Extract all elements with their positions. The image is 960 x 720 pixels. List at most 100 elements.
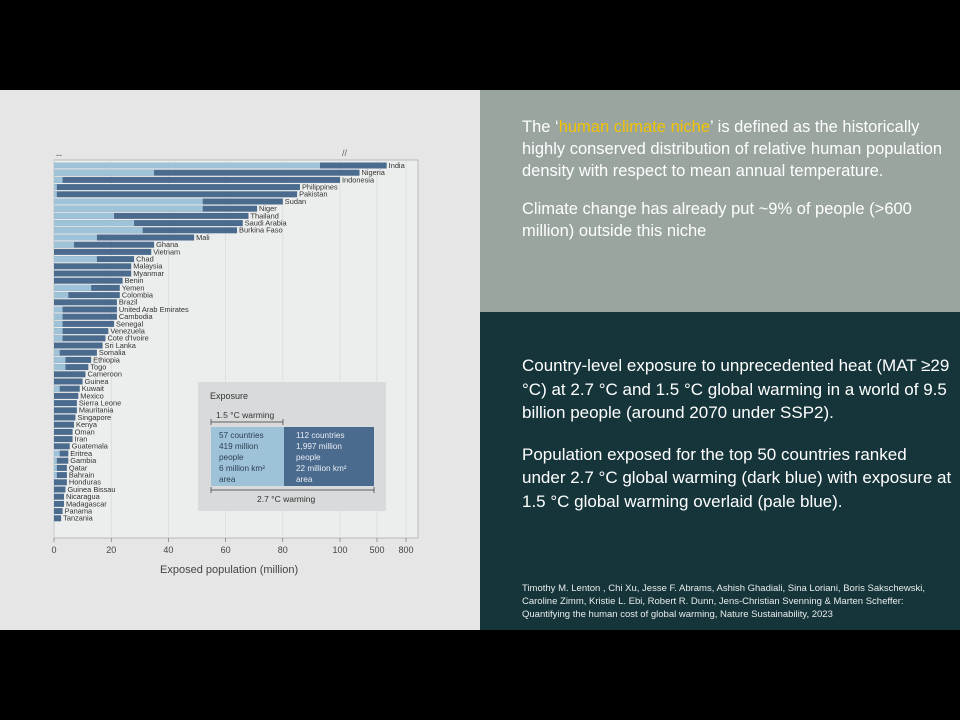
category-label: Honduras [69, 478, 101, 487]
bar-2-7c [54, 472, 67, 479]
category-label: Saudi Arabia [245, 219, 288, 228]
bar-2-7c [54, 493, 65, 500]
bar-2-7c [54, 500, 65, 507]
category-label: Oman [75, 427, 95, 436]
category-label: Guinea Bissau [67, 485, 115, 494]
category-label: Cameroon [87, 370, 122, 379]
bar-2-7c [54, 292, 120, 299]
bar-2-7c [54, 428, 73, 435]
category-label: Burkina Faso [239, 226, 283, 235]
category-label: Myanmar [133, 269, 164, 278]
bar-2-7c [54, 371, 86, 378]
legend-inner-label: 1.5 °C warming [216, 410, 274, 420]
x-tick-label: 40 [163, 545, 173, 555]
category-label: Guinea [85, 377, 110, 386]
niche-statistic-paragraph: Climate change has already put ~9% of pe… [522, 200, 912, 240]
bar-1-5c [54, 234, 97, 241]
category-label: Tanzania [63, 514, 93, 523]
description-paragraph-2: Population exposed for the top 50 countr… [522, 444, 952, 511]
bar-1-5c [54, 205, 203, 212]
bar-2-7c [54, 227, 238, 234]
bar-2-7c [54, 400, 77, 407]
bar-2-7c [54, 220, 243, 227]
citation: Timothy M. Lenton , Chi Xu, Jesse F. Abr… [522, 583, 926, 620]
bar-1-5c [54, 292, 69, 299]
category-label: Gambia [70, 456, 97, 465]
category-label: Sri Lanka [105, 341, 137, 350]
category-label: Nicaragua [66, 492, 101, 501]
bar-2-7c [54, 356, 92, 363]
bar-2-7c [54, 479, 67, 486]
category-label: Pakistan [299, 190, 327, 199]
legend-pale-line: people [219, 453, 244, 462]
legend-pale-box [211, 427, 284, 486]
category-label: Philippines [302, 183, 338, 192]
bar-1-5c [54, 385, 60, 392]
category-label: United Arab Emirates [119, 305, 189, 314]
legend-dark-line: area [296, 475, 313, 484]
bar-1-5c [54, 457, 57, 464]
bar-1-5c [54, 256, 97, 263]
category-label: Chad [136, 255, 154, 264]
niche-definition-text: The ‘human climate niche’ is defined as … [522, 116, 952, 258]
category-label: Guatemala [72, 442, 109, 451]
category-label: Mali [196, 233, 210, 242]
bar-1-5c [54, 450, 60, 457]
category-label: Mexico [80, 391, 103, 400]
category-label: Indonesia [342, 175, 375, 184]
category-label: Malaysia [133, 262, 163, 271]
bar-2-7c [54, 407, 77, 414]
bars-group [54, 162, 387, 522]
bar-2-7c [54, 450, 69, 457]
x-tick-label: 20 [106, 545, 116, 555]
bar-1-5c [54, 212, 115, 219]
x-tick-label: 60 [221, 545, 231, 555]
legend-outer-label: 2.7 °C warming [257, 494, 315, 504]
legend-dark-line: 112 countries [296, 431, 345, 440]
bar-2-7c [54, 270, 132, 277]
bar-2-7c [54, 320, 115, 327]
bar-2-7c [54, 443, 70, 450]
category-label: Qatar [69, 463, 88, 472]
category-label: Iran [75, 435, 88, 444]
bar-2-7c [54, 241, 155, 248]
chart-description-panel: Country-level exposure to unprecedented … [480, 312, 960, 630]
bar-1-5c [54, 328, 63, 335]
category-label: Somalia [99, 348, 127, 357]
category-label: Sierra Leone [79, 399, 121, 408]
bar-2-7c [54, 335, 106, 342]
bar-1-5c [54, 162, 320, 169]
description-paragraph-1: Country-level exposure to unprecedented … [522, 356, 950, 422]
bar-1-5c [54, 313, 63, 320]
category-label: Madagascar [66, 499, 107, 508]
legend-dark-line: people [296, 453, 321, 462]
bar-2-7c [54, 392, 79, 399]
bar-2-7c [54, 457, 69, 464]
niche-definition-panel: The ‘human climate niche’ is defined as … [480, 90, 960, 312]
category-label: Ghana [156, 240, 179, 249]
bar-2-7c [54, 248, 152, 255]
category-label: Colombia [122, 291, 154, 300]
legend-pale-text: 57 countries 419 million people 6 million k… [219, 431, 265, 484]
bar-1-5c [54, 191, 57, 198]
category-label: Yemen [122, 283, 145, 292]
bar-2-7c [54, 212, 249, 219]
axis-break: // [342, 148, 348, 158]
bar-1-5c [54, 169, 155, 176]
bar-1-5c [54, 184, 57, 191]
legend-dark-box [284, 427, 374, 486]
category-label: Togo [90, 363, 106, 372]
bar-2-7c [54, 414, 76, 421]
category-label: Kenya [76, 420, 98, 429]
bar-1-5c [54, 356, 66, 363]
slide: -- India Nigeria Indonesia Philippines Pakis… [0, 90, 960, 630]
bar-2-7c [54, 277, 123, 284]
legend-dark-text: 112 countries 1,997 million people 22 milli… [296, 431, 347, 484]
chart-description-text: Country-level exposure to unprecedented … [522, 354, 954, 531]
bar-2-7c [54, 385, 80, 392]
category-label: Brazil [119, 298, 138, 307]
legend-dark-line: 22 million km² [296, 464, 347, 473]
legend-pale-line: 57 countries [219, 431, 264, 440]
